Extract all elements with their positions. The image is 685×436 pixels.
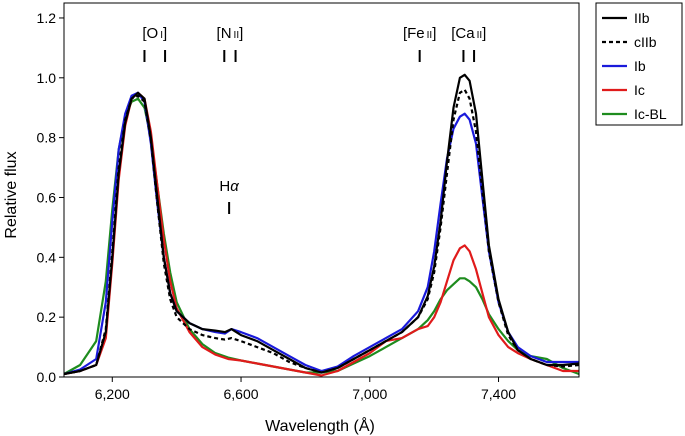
legend-item: cIIb	[602, 34, 657, 50]
legend-label: Ic	[634, 82, 645, 98]
line-marker-label: [O I]	[142, 25, 167, 42]
legend-label: cIIb	[634, 34, 657, 50]
series-line-ic-bl	[63, 97, 580, 376]
y-tick-label: 0.0	[37, 369, 57, 385]
line-marker-label: Hα	[219, 178, 239, 195]
line-marker: [N II]	[217, 25, 244, 62]
line-marker: [Ca II]	[451, 25, 486, 62]
y-axis: Relative flux 0.0 0.2 0.4 0.6 0.8 1.0 1.2	[3, 10, 64, 385]
y-tick-label: 0.2	[37, 309, 57, 325]
legend-label: Ic-BL	[634, 106, 667, 122]
line-marker-label: [Ca II]	[451, 25, 486, 42]
legend-item: Ib	[602, 58, 646, 74]
legend-label: IIb	[634, 10, 650, 26]
series-line-ciib	[63, 88, 580, 376]
line-marker: Hα	[219, 178, 239, 214]
legend-item: Ic	[602, 82, 645, 98]
legend-item: Ic-BL	[602, 106, 667, 122]
x-ticks: 6,200 6,600 7,000 7,400	[95, 377, 516, 402]
legend-item: IIb	[602, 10, 650, 26]
series-line-iib	[63, 73, 580, 376]
y-ticks: 0.0 0.2 0.4 0.6 0.8 1.0 1.2	[37, 10, 64, 385]
y-tick-label: 1.0	[37, 70, 57, 86]
x-tick-label: 7,400	[481, 386, 516, 402]
x-tick-label: 6,600	[224, 386, 259, 402]
series-lines	[63, 73, 580, 377]
legend-label: Ib	[634, 58, 646, 74]
x-tick-label: 6,200	[95, 386, 130, 402]
y-tick-label: 0.6	[37, 189, 57, 205]
plot-frame	[63, 2, 580, 378]
emission-line-markers: [O I] [N II] [Fe II] [Ca II] Hα	[142, 25, 486, 214]
x-axis-label: Wavelength (Å)	[265, 416, 375, 435]
legend-box	[595, 2, 683, 126]
y-axis-label: Relative flux	[3, 151, 20, 238]
x-axis: 6,200 6,600 7,000 7,400 Wavelength (Å)	[95, 377, 516, 435]
y-tick-label: 0.4	[37, 249, 57, 265]
line-marker-label: [Fe II]	[403, 25, 436, 42]
y-tick-label: 0.8	[37, 130, 57, 146]
line-marker-label: [N II]	[217, 25, 244, 42]
line-marker: [O I]	[142, 25, 167, 62]
x-tick-label: 7,000	[352, 386, 387, 402]
line-marker: [Fe II]	[403, 25, 436, 62]
y-tick-label: 1.2	[37, 10, 57, 26]
legend: IIb cIIb Ib Ic Ic-BL	[595, 2, 683, 126]
